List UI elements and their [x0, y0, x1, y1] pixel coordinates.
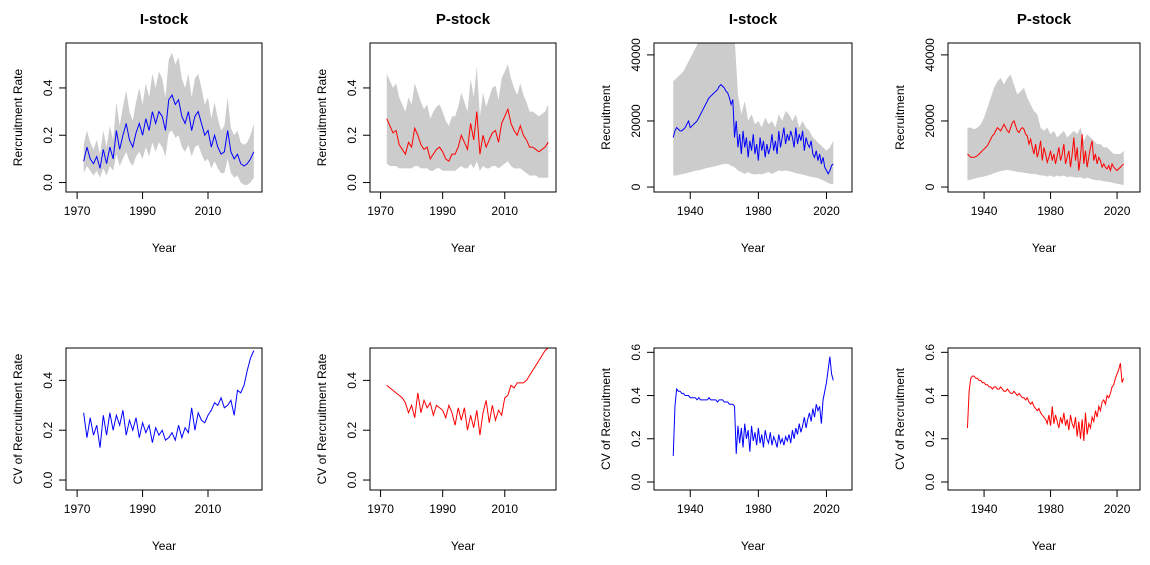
x-axis-title: Year: [152, 241, 176, 255]
x-tick-label: 1990: [429, 502, 456, 516]
x-tick-label: 2020: [1104, 204, 1131, 218]
plot-box: [369, 347, 557, 491]
plot-area: [83, 350, 255, 448]
plot-area: [966, 363, 1125, 441]
y-axis-title: Rercruitment Rate: [315, 68, 329, 166]
plot-area: [83, 52, 255, 185]
confidence-band: [386, 64, 549, 178]
series-line: [967, 120, 1125, 173]
x-tick-label: 1970: [367, 204, 394, 218]
y-axis-title: CV of Rercruitment: [893, 367, 907, 470]
chart-title: P-stock: [1017, 11, 1072, 28]
y-tick-label: 0.0: [41, 174, 55, 191]
x-tick-label: 1980: [1037, 204, 1064, 218]
y-tick-label: 0.2: [345, 422, 359, 439]
y-tick-label: 0.4: [41, 372, 55, 389]
x-axis-title: Year: [741, 241, 765, 255]
y-tick-label: 0.4: [923, 387, 937, 404]
plot-box: [653, 347, 853, 491]
y-tick-label: 0.4: [41, 79, 55, 96]
x-axis-title: Year: [741, 539, 765, 553]
x-tick-label: 1970: [64, 204, 91, 218]
plot-box: [65, 347, 263, 491]
x-tick-label: 1940: [971, 204, 998, 218]
y-tick-label: 0.4: [345, 372, 359, 389]
y-axis-title: CV of Rercruitment Rate: [315, 353, 329, 484]
x-tick-label: 1980: [745, 204, 772, 218]
plot-area: [672, 43, 834, 185]
y-axis-title: CV of Rercruitment Rate: [11, 353, 25, 484]
y-tick-label: 0: [629, 183, 643, 190]
x-axis-title: Year: [451, 241, 475, 255]
y-tick-label: 0.2: [41, 127, 55, 144]
x-tick-label: 1980: [1037, 502, 1064, 516]
x-tick-label: 1970: [367, 502, 394, 516]
y-tick-label: 0.4: [345, 79, 359, 96]
x-tick-label: 1940: [677, 204, 704, 218]
y-tick-label: 0.0: [41, 471, 55, 488]
x-tick-label: 2020: [813, 502, 840, 516]
y-tick-label: 0.0: [345, 471, 359, 488]
series-line: [83, 93, 255, 169]
series-line: [386, 107, 549, 163]
y-tick-label: 0.2: [923, 430, 937, 447]
y-tick-label: 0.0: [629, 473, 643, 490]
chart-title: I-stock: [729, 11, 778, 28]
y-axis-title: Recruitment: [599, 84, 613, 149]
confidence-band: [967, 74, 1124, 186]
y-tick-label: 20000: [629, 104, 643, 138]
x-tick-label: 1990: [129, 502, 156, 516]
series-line: [672, 356, 834, 457]
plot-box: [947, 347, 1141, 491]
chart-title: P-stock: [436, 11, 491, 28]
y-tick-label: 0.2: [345, 127, 359, 144]
x-tick-label: 2010: [195, 502, 222, 516]
x-axis-title: Year: [1032, 241, 1056, 255]
y-axis-title: Recruitment: [893, 84, 907, 149]
y-tick-label: 40000: [923, 38, 937, 72]
x-tick-label: 1940: [677, 502, 704, 516]
plot-area: [967, 74, 1125, 186]
y-tick-label: 0.0: [923, 473, 937, 490]
x-tick-label: 2010: [491, 204, 518, 218]
x-axis-title: Year: [1032, 539, 1056, 553]
series-line: [83, 350, 255, 448]
confidence-band: [673, 43, 834, 185]
x-axis-title: Year: [451, 539, 475, 553]
series-line: [966, 363, 1125, 441]
plot-area: [672, 356, 834, 457]
x-tick-label: 2020: [1104, 502, 1131, 516]
series-line: [672, 83, 834, 175]
confidence-band: [83, 52, 254, 185]
x-tick-label: 1940: [971, 502, 998, 516]
x-tick-label: 2010: [491, 502, 518, 516]
y-tick-label: 0.6: [923, 344, 937, 361]
x-tick-label: 2010: [195, 204, 222, 218]
y-tick-label: 0.4: [629, 387, 643, 404]
y-tick-label: 0.0: [345, 174, 359, 191]
y-tick-label: 0.2: [41, 422, 55, 439]
y-tick-label: 0.6: [629, 344, 643, 361]
chart-title: I-stock: [140, 11, 189, 28]
y-tick-label: 40000: [629, 38, 643, 72]
y-axis-title: CV of Rercruitment: [599, 367, 613, 470]
x-tick-label: 1970: [64, 502, 91, 516]
x-tick-label: 1980: [745, 502, 772, 516]
y-tick-label: 20000: [923, 104, 937, 138]
plot-area: [386, 348, 549, 436]
x-axis-title: Year: [152, 539, 176, 553]
y-tick-label: 0: [923, 183, 937, 190]
x-tick-label: 2020: [813, 204, 840, 218]
y-axis-title: Rercruitment Rate: [11, 68, 25, 166]
x-tick-label: 1990: [429, 204, 456, 218]
series-line: [386, 348, 549, 436]
y-tick-label: 0.2: [629, 430, 643, 447]
plot-area: [386, 64, 549, 178]
x-tick-label: 1990: [129, 204, 156, 218]
